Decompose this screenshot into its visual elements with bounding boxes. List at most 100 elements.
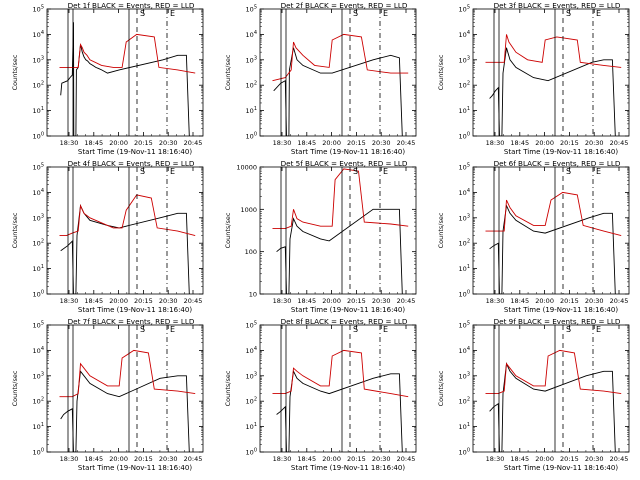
y-tick-label: 103 [246,55,257,64]
x-tick-label: 20:15 [347,455,366,463]
y-tick-label: 103 [33,55,44,64]
x-tick-label: 18:30 [60,455,79,463]
y-tick-label: 105 [459,163,470,172]
x-axis-label: Start Time (19-Nov-11 18:16:40) [78,306,192,314]
y-axis-label: Counts/sec [437,212,445,248]
y-tick-label: 100 [246,132,257,141]
x-tick-label: 18:30 [273,455,292,463]
x-axis-label: Start Time (19-Nov-11 18:16:40) [78,148,192,156]
x-axis-label: Start Time (19-Nov-11 18:16:40) [504,306,618,314]
x-tick-label: 18:45 [297,297,316,305]
x-tick-label: 20:15 [347,139,366,147]
y-tick-label: 103 [33,371,44,380]
y-tick-label: 101 [459,422,470,431]
y-tick-label: 100 [33,290,44,299]
y-tick-label: 104 [459,188,470,197]
y-tick-label: 101 [33,264,44,273]
y-axis-label: Counts/sec [11,54,19,90]
x-tick-label: 20:15 [134,455,153,463]
plot-frame [472,166,630,295]
x-tick-label: 20:30 [159,455,178,463]
panel-title: Det 7f BLACK = Events, RED = LLD [68,317,195,326]
x-tick-label: 18:45 [297,139,316,147]
interval-start-label: S [353,325,358,334]
events-series-line [273,47,403,136]
plot-frame [46,8,204,137]
y-tick-label: 105 [33,321,44,330]
x-tick-label: 20:45 [184,297,203,305]
y-tick-label: 103 [459,55,470,64]
y-axis-label: Counts/sec [437,54,445,90]
detector-panel-8: Det 8f BLACK = Events, RED = LLD Counts/s… [224,317,417,472]
interval-start-label: S [353,9,358,18]
y-tick-label: 105 [459,5,470,14]
y-tick-label: 105 [33,163,44,172]
detector-panel-2: Det 2f BLACK = Events, RED = LLD Counts/s… [224,1,417,156]
x-tick-label: 20:00 [535,297,554,305]
y-tick-label: 10 [249,291,257,299]
interval-start-label: S [566,9,571,18]
plot-frame [259,8,417,137]
x-tick-label: 18:45 [297,455,316,463]
y-tick-label: 102 [459,81,470,90]
x-tick-label: 20:00 [109,297,128,305]
x-tick-label: 20:30 [585,297,604,305]
panel-title: Det 2f BLACK = Events, RED = LLD [281,1,408,10]
lld-series-line [272,33,409,82]
x-tick-label: 20:15 [347,297,366,305]
x-tick-label: 18:30 [60,297,79,305]
interval-start-label: S [566,167,571,176]
x-axis-label: Start Time (19-Nov-11 18:16:40) [78,464,192,472]
events-series-line [60,22,190,136]
y-tick-label: 103 [33,213,44,222]
x-tick-label: 18:45 [510,297,529,305]
x-tick-label: 18:30 [486,139,505,147]
y-tick-label: 105 [246,5,257,14]
x-tick-label: 20:30 [372,455,391,463]
panel-title: Det 3f BLACK = Events, RED = LLD [494,1,621,10]
x-tick-label: 18:45 [84,139,103,147]
lld-series-line [485,191,622,237]
x-tick-label: 20:30 [585,455,604,463]
x-tick-label: 20:15 [134,139,153,147]
detector-panel-7: Det 7f BLACK = Events, RED = LLD Counts/s… [11,317,204,472]
lld-series-line [59,349,196,398]
y-tick-label: 10000 [236,164,257,172]
x-tick-label: 20:00 [109,455,128,463]
x-tick-label: 20:30 [372,139,391,147]
x-tick-label: 20:00 [535,139,554,147]
x-tick-label: 20:45 [184,139,203,147]
panel-title: Det 6f BLACK = Events, RED = LLD [494,159,621,168]
plot-frame [259,166,417,295]
y-tick-label: 100 [33,448,44,457]
x-tick-label: 18:45 [510,455,529,463]
x-tick-label: 18:30 [486,297,505,305]
plot-frame [472,324,630,453]
interval-end-label: E [170,325,175,334]
x-tick-label: 20:00 [322,297,341,305]
y-tick-label: 104 [246,30,257,39]
events-series-line [489,47,616,136]
x-axis-label: Start Time (19-Nov-11 18:16:40) [291,148,405,156]
x-tick-label: 20:45 [397,297,416,305]
plot-frame [46,166,204,295]
interval-start-label: S [353,167,358,176]
lld-series-line [272,168,409,230]
panel-title: Det 1f BLACK = Events, RED = LLD [68,1,195,10]
interval-start-label: S [140,167,145,176]
y-tick-label: 103 [459,213,470,222]
x-tick-label: 20:00 [109,139,128,147]
y-axis-label: Counts/sec [224,54,232,90]
interval-start-label: S [140,9,145,18]
y-axis-label: Counts/sec [224,212,232,248]
y-tick-label: 101 [459,106,470,115]
x-tick-label: 20:45 [184,455,203,463]
plot-frame [259,324,417,453]
x-tick-label: 18:30 [273,297,292,305]
x-tick-label: 20:30 [585,139,604,147]
y-tick-label: 101 [246,106,257,115]
y-tick-label: 101 [459,264,470,273]
y-tick-label: 102 [459,397,470,406]
lld-series-line [272,349,409,398]
